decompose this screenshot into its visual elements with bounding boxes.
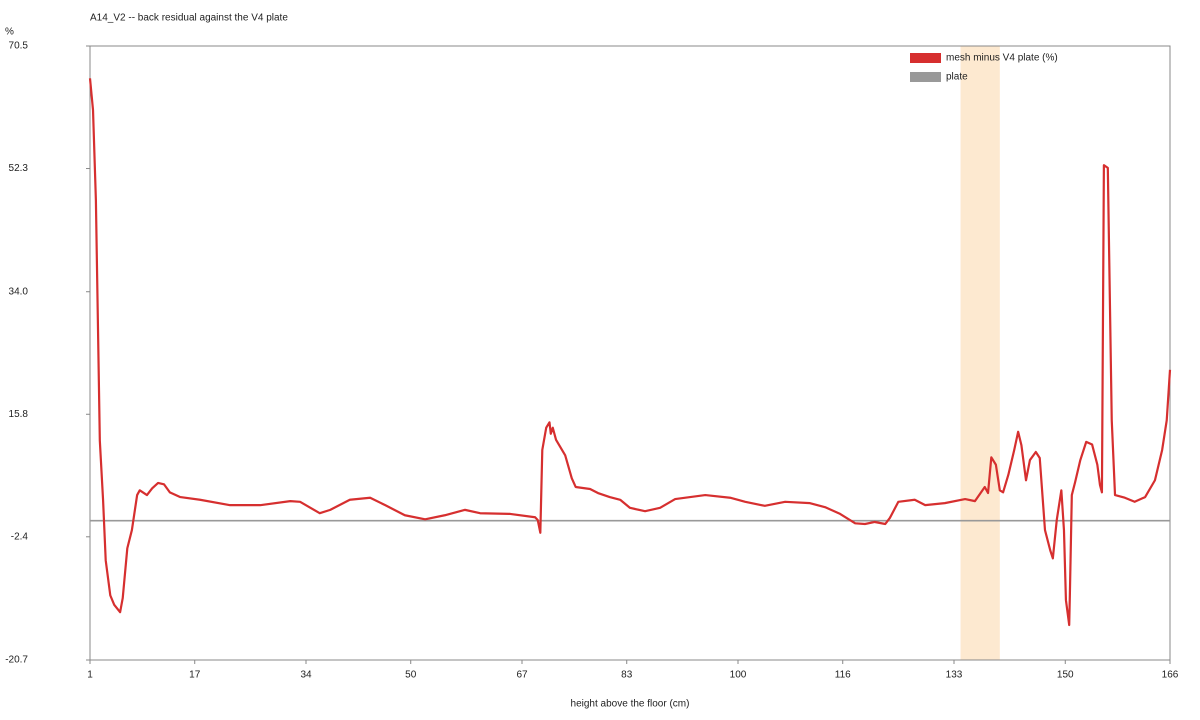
y-tick-label: -20.7 [5,655,28,666]
y-tick-label: -2.4 [11,531,29,542]
x-tick-label: 166 [1162,670,1179,681]
y-axis-label: % [5,27,14,38]
x-axis-label: height above the floor (cm) [571,699,690,710]
x-tick-label: 50 [405,670,417,681]
y-tick-label: 52.3 [9,163,29,174]
x-tick-label: 100 [730,670,747,681]
x-tick-label: 17 [189,670,201,681]
legend-label: mesh minus V4 plate (%) [946,53,1058,64]
y-tick-label: 70.5 [9,41,29,52]
series-line [88,78,1172,627]
legend-swatch [910,53,941,63]
y-tick-label: 15.8 [9,409,29,420]
x-tick-label: 116 [835,670,851,681]
y-tick-label: 34.0 [9,286,29,297]
legend-swatch [910,72,941,82]
x-tick-label: 34 [300,670,312,681]
x-tick-label: 67 [516,670,528,681]
legend-label: plate [946,72,968,83]
highlight-span [960,46,1000,660]
x-tick-label: 1 [87,670,93,681]
x-tick-label: 150 [1057,670,1074,681]
x-tick-label: 133 [946,670,963,681]
x-tick-label: 83 [621,670,633,681]
plot-frame [89,45,1171,661]
chart-title: A14_V2 -- back residual against the V4 p… [90,13,288,24]
